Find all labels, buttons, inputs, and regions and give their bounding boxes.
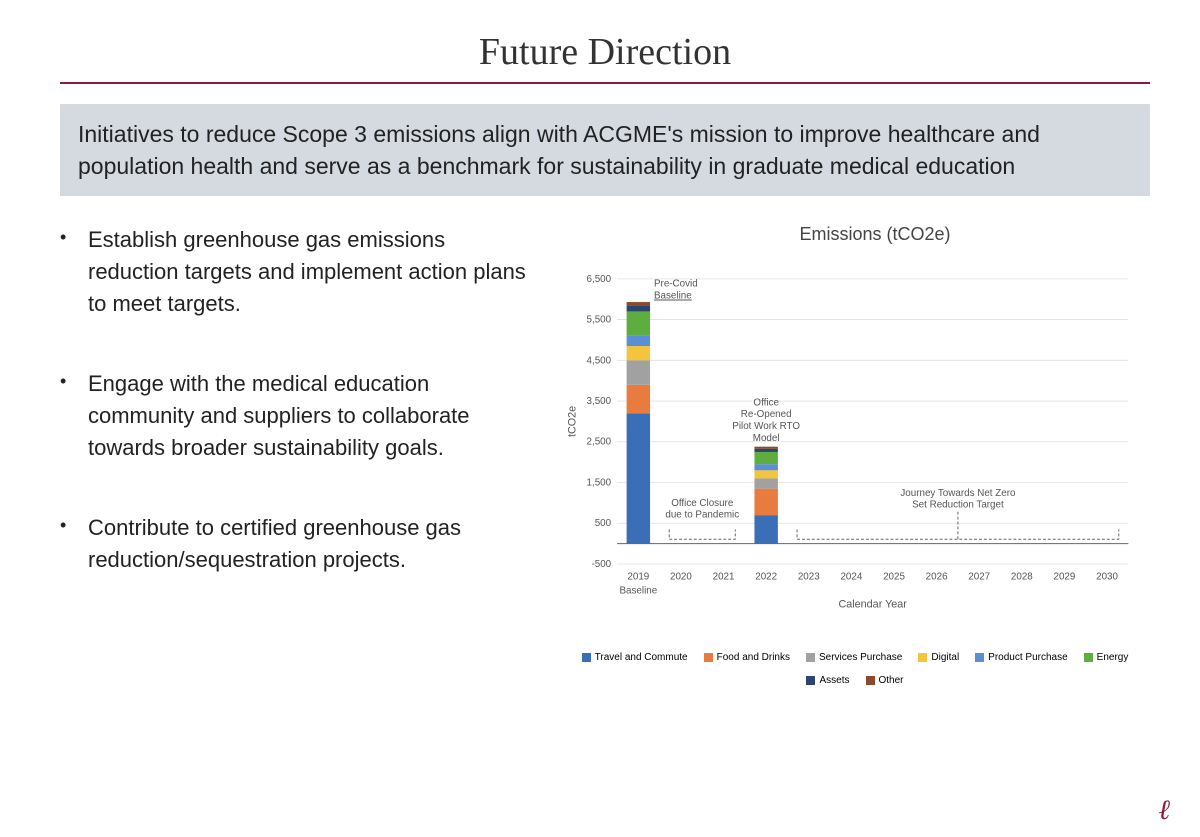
chart-title: Emissions (tCO2e) [600, 224, 1150, 245]
bullet-text: Establish greenhouse gas emissions reduc… [88, 224, 540, 320]
subtitle-box: Initiatives to reduce Scope 3 emissions … [60, 104, 1150, 196]
legend-label: Digital [931, 652, 959, 663]
svg-text:2028: 2028 [1011, 572, 1033, 583]
chart-svg: -500 500 1,500 2,500 3,500 4,500 5,500 6,500 201… [560, 251, 1150, 641]
bullet-dot-icon: • [60, 368, 88, 464]
legend-swatch [704, 653, 713, 662]
svg-text:2020: 2020 [670, 572, 692, 583]
bullet-item: • Establish greenhouse gas emissions red… [60, 224, 540, 320]
svg-text:2026: 2026 [926, 572, 948, 583]
legend-item: Energy [1084, 652, 1129, 663]
legend-swatch [1084, 653, 1093, 662]
svg-text:5,500: 5,500 [587, 315, 612, 326]
svg-text:Set Reduction Target: Set Reduction Target [912, 500, 1004, 511]
svg-text:tCO2e: tCO2e [567, 406, 579, 437]
bullet-dot-icon: • [60, 224, 88, 320]
legend-swatch [806, 653, 815, 662]
legend-item: Other [866, 675, 904, 686]
legend-item: Digital [918, 652, 959, 663]
content-row: • Establish greenhouse gas emissions red… [60, 224, 1150, 686]
svg-text:2025: 2025 [883, 572, 905, 583]
legend-swatch [806, 676, 815, 685]
svg-text:2030: 2030 [1096, 572, 1118, 583]
legend-item: Product Purchase [975, 652, 1068, 663]
slide-title: Future Direction [60, 30, 1150, 74]
bullet-text: Contribute to certified greenhouse gas r… [88, 512, 540, 576]
legend-item: Food and Drinks [704, 652, 790, 663]
chart-legend: Travel and Commute Food and Drinks Service… [560, 652, 1150, 686]
svg-text:Model: Model [753, 433, 780, 444]
svg-text:1,500: 1,500 [587, 478, 612, 489]
bullet-text: Engage with the medical education commun… [88, 368, 540, 464]
svg-text:6,500: 6,500 [587, 274, 612, 285]
emissions-chart: Emissions (tCO2e) -500 500 1,500 2,500 3,500… [560, 224, 1150, 686]
legend-item: Assets [806, 675, 849, 686]
svg-text:2029: 2029 [1054, 572, 1076, 583]
legend-swatch [975, 653, 984, 662]
slide: Future Direction Initiatives to reduce S… [0, 0, 1200, 837]
legend-label: Services Purchase [819, 652, 902, 663]
bullet-item: • Engage with the medical education comm… [60, 368, 540, 464]
svg-text:2027: 2027 [968, 572, 990, 583]
svg-text:due to Pandemic: due to Pandemic [665, 510, 739, 521]
svg-text:4,500: 4,500 [587, 356, 612, 367]
svg-text:Pre-Covid: Pre-Covid [654, 279, 698, 290]
svg-text:Pilot Work RTO: Pilot Work RTO [732, 421, 800, 432]
svg-text:-500: -500 [591, 559, 611, 570]
legend-label: Product Purchase [988, 652, 1068, 663]
svg-text:Re-Opened: Re-Opened [741, 410, 792, 421]
svg-text:2023: 2023 [798, 572, 820, 583]
svg-text:2,500: 2,500 [587, 437, 612, 448]
legend-swatch [866, 676, 875, 685]
flourish-icon: ℓ [1158, 795, 1170, 827]
svg-text:500: 500 [595, 519, 612, 530]
svg-text:2019: 2019 [627, 572, 649, 583]
legend-label: Other [879, 675, 904, 686]
svg-text:Baseline: Baseline [619, 586, 657, 597]
svg-text:2022: 2022 [755, 572, 777, 583]
svg-text:3,500: 3,500 [587, 396, 612, 407]
svg-text:Journey Towards Net Zero: Journey Towards Net Zero [900, 488, 1016, 499]
bullet-list: • Establish greenhouse gas emissions red… [60, 224, 540, 686]
legend-item: Travel and Commute [582, 652, 688, 663]
legend-label: Travel and Commute [595, 652, 688, 663]
accent-line [60, 82, 1150, 84]
svg-text:Calendar Year: Calendar Year [838, 599, 907, 611]
legend-item: Services Purchase [806, 652, 902, 663]
legend-swatch [918, 653, 927, 662]
svg-text:Baseline: Baseline [654, 291, 692, 302]
legend-label: Food and Drinks [717, 652, 790, 663]
svg-text:Office: Office [753, 398, 779, 409]
legend-label: Assets [819, 675, 849, 686]
svg-text:2021: 2021 [713, 572, 735, 583]
svg-text:Office Closure: Office Closure [671, 498, 734, 509]
bullet-dot-icon: • [60, 512, 88, 576]
svg-text:2024: 2024 [840, 572, 862, 583]
legend-swatch [582, 653, 591, 662]
bullet-item: • Contribute to certified greenhouse gas… [60, 512, 540, 576]
legend-label: Energy [1097, 652, 1129, 663]
